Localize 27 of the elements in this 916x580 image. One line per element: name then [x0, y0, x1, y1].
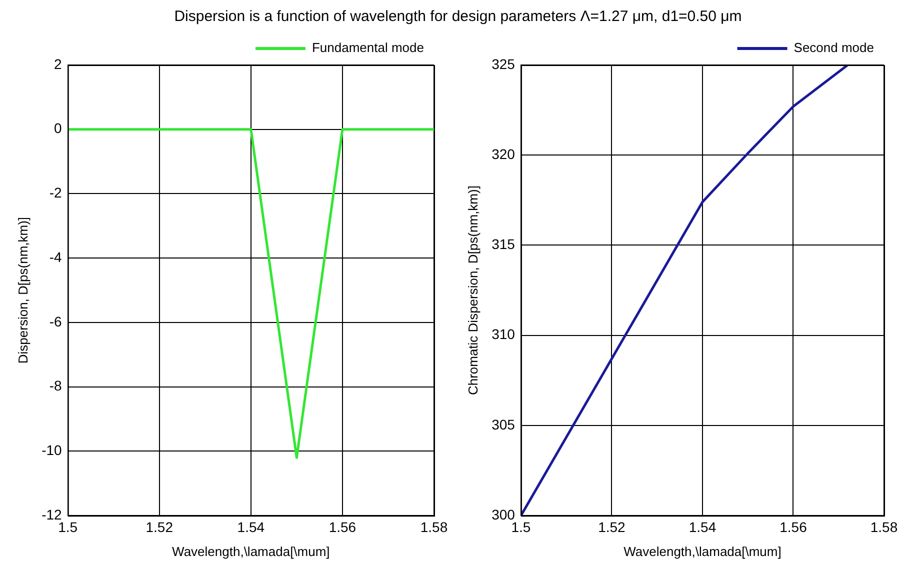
x-axis-title: Wavelength,\lamada[\mum] — [172, 544, 330, 559]
x-tick-label: 1.54 — [688, 518, 716, 535]
x-tick-label: 1.52 — [146, 518, 174, 535]
y-tick-label: -6 — [49, 313, 62, 330]
legend-label: Second mode — [794, 40, 874, 56]
y-tick-label: -4 — [49, 248, 62, 265]
y-axis-title: Chromatic Dispersion, D[ps(nm,km)] — [465, 186, 480, 396]
x-tick-label: 1.58 — [420, 518, 448, 535]
x-tick-label: 1.54 — [237, 518, 265, 535]
legend-label: Fundamental mode — [312, 40, 424, 56]
y-tick-label: 310 — [492, 326, 516, 342]
y-tick-label: 315 — [492, 236, 516, 252]
x-tick-label: 1.52 — [598, 518, 626, 535]
x-tick-label: 1.56 — [780, 518, 808, 535]
y-axis-title: Dispersion, D[ps(nm,km)] — [15, 216, 30, 364]
y-tick-label: -10 — [42, 442, 62, 458]
y-tick-label: 320 — [492, 146, 516, 162]
x-tick-label: 1.56 — [328, 518, 356, 535]
y-tick-label: 305 — [492, 416, 516, 432]
y-tick-label: -8 — [49, 378, 62, 394]
x-axis-title: Wavelength,\lamada[\mum] — [624, 544, 782, 559]
y-tick-label: 2 — [54, 56, 62, 72]
chart-title: Dispersion is a function of wavelength for design parameters Λ=1.27 μm, d1=0.50 μm — [173, 8, 743, 27]
y-tick-label: 325 — [492, 56, 516, 72]
y-tick-label: 0 — [54, 120, 62, 136]
y-tick-label: -2 — [49, 184, 62, 201]
x-tick-label: 1.58 — [870, 518, 898, 535]
